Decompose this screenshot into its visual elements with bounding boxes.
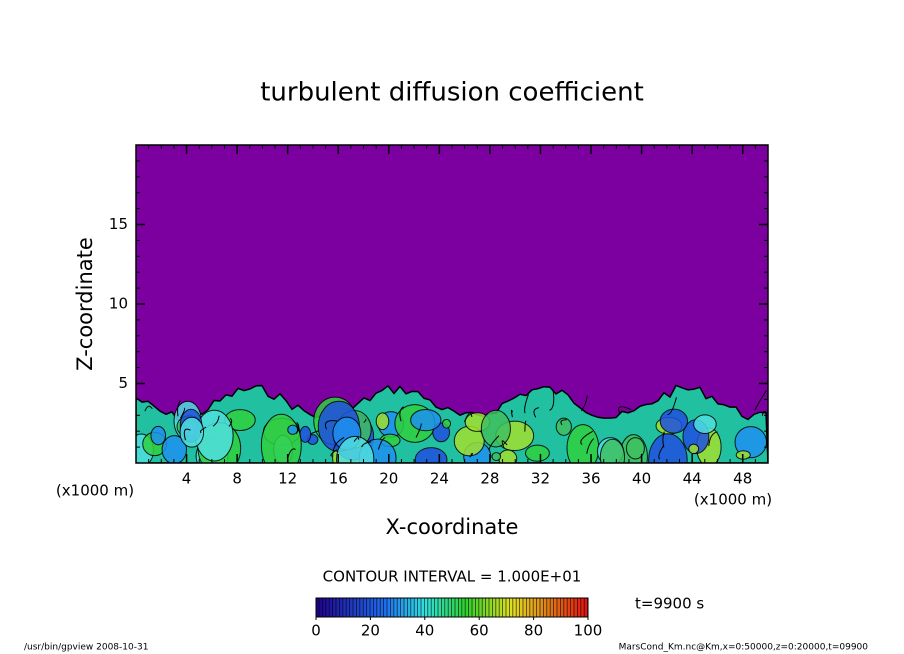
time-label: t=9900 s <box>635 595 704 613</box>
turbulent-eddy <box>287 424 299 435</box>
contour-line <box>309 430 319 435</box>
contour-line <box>469 453 473 458</box>
contour-line <box>667 397 677 416</box>
contour-line <box>415 423 422 438</box>
contour-line <box>618 406 632 415</box>
contour-line <box>295 422 300 434</box>
contour-line <box>363 418 367 423</box>
turbulent-eddy <box>299 425 312 443</box>
contour-line <box>324 420 338 430</box>
turbulent-eddy <box>375 412 390 431</box>
x-unit: (x1000 m) <box>694 491 772 509</box>
contour-field <box>136 145 768 463</box>
turbulent-eddy <box>566 424 600 463</box>
contour-line <box>549 390 555 411</box>
x-unit: (x1000 m) <box>56 482 134 500</box>
turbulent-eddy <box>693 414 717 434</box>
contour-line <box>144 405 153 412</box>
footer-right: MarsCond_Km.nc@Km,x=0:50000,z=0:20000,t=… <box>619 643 869 653</box>
colorbar-tick-label: 80 <box>524 622 543 640</box>
turbulent-eddy <box>410 409 442 432</box>
contour-line <box>510 409 514 418</box>
contour-line <box>761 410 768 416</box>
colorbar-tick-label: 20 <box>361 622 380 640</box>
turbulent-eddy <box>498 449 518 463</box>
colorbar-tick-label: 60 <box>470 622 489 640</box>
y-tick-label: 5 <box>118 374 128 392</box>
y-tick-label: 10 <box>109 295 128 313</box>
x-axis-label: X-coordinate <box>386 515 519 539</box>
colorbar-tick-label: 100 <box>574 622 603 640</box>
turbulent-eddy <box>480 409 511 448</box>
turbulent-eddy <box>150 425 167 446</box>
y-tick-label: 15 <box>109 215 128 233</box>
contour-line <box>533 407 539 418</box>
contour-line <box>361 441 372 448</box>
colorbar-tick-label: 40 <box>415 622 434 640</box>
contour-line <box>662 431 665 448</box>
contour-line <box>524 393 530 414</box>
contour-line <box>658 444 665 460</box>
turbulent-eddy <box>161 435 188 463</box>
contour-line <box>180 407 186 419</box>
contour-line <box>377 437 386 450</box>
contour-line <box>560 419 567 426</box>
contour-line <box>501 440 508 449</box>
contour-line <box>580 430 593 446</box>
y-axis-label: Z-coordinate <box>73 237 97 371</box>
colorbar-label: CONTOUR INTERVAL = 1.000E+01 <box>323 568 582 586</box>
x-tick-label: 36 <box>581 470 600 488</box>
colorbar-tick-label: 0 <box>311 622 321 640</box>
x-tick-label: 8 <box>232 470 242 488</box>
contour-line <box>586 438 595 454</box>
x-tick-label: 16 <box>329 470 348 488</box>
turbulent-eddy <box>688 443 700 455</box>
contour-line <box>708 431 718 447</box>
x-tick-label: 32 <box>531 470 550 488</box>
contour-line <box>287 448 296 458</box>
x-tick-label: 48 <box>733 470 752 488</box>
contour-line <box>580 395 588 412</box>
x-tick-label: 4 <box>182 470 192 488</box>
turbulent-eddy <box>659 408 689 434</box>
contour-line <box>524 420 527 432</box>
contour-line <box>199 426 207 434</box>
turbulent-eddy <box>442 418 452 429</box>
turbulent-eddy <box>648 433 688 463</box>
contour-line <box>212 415 220 427</box>
turbulent-eddy <box>555 417 572 436</box>
turbulent-eddy <box>336 435 375 463</box>
contour-line <box>754 390 767 411</box>
contour-line <box>463 412 473 423</box>
x-tick-label: 20 <box>379 470 398 488</box>
turbulent-eddy <box>260 413 302 463</box>
contour-line <box>488 435 500 451</box>
x-tick-label: 28 <box>480 470 499 488</box>
chart-title: turbulent diffusion coefficient <box>260 78 644 108</box>
contour-line <box>330 449 337 457</box>
contour-line <box>399 406 404 422</box>
turbulent-eddy <box>625 437 645 460</box>
x-tick-label: 40 <box>632 470 651 488</box>
x-tick-label: 24 <box>430 470 449 488</box>
x-tick-label: 12 <box>278 470 297 488</box>
contour-line <box>332 436 345 451</box>
contour-line <box>177 400 181 417</box>
contour-line <box>353 437 360 442</box>
contour-line <box>183 428 191 441</box>
turbulent-eddy <box>599 438 626 463</box>
contour-line <box>228 417 233 427</box>
footer-left: /usr/bin/gpview 2008-10-31 <box>24 643 148 653</box>
x-tick-label: 44 <box>683 470 702 488</box>
turbulent-eddy <box>524 444 550 462</box>
turbulent-eddy <box>414 447 448 463</box>
turbulent-eddy <box>491 452 502 462</box>
turbulent-eddy <box>734 426 768 459</box>
